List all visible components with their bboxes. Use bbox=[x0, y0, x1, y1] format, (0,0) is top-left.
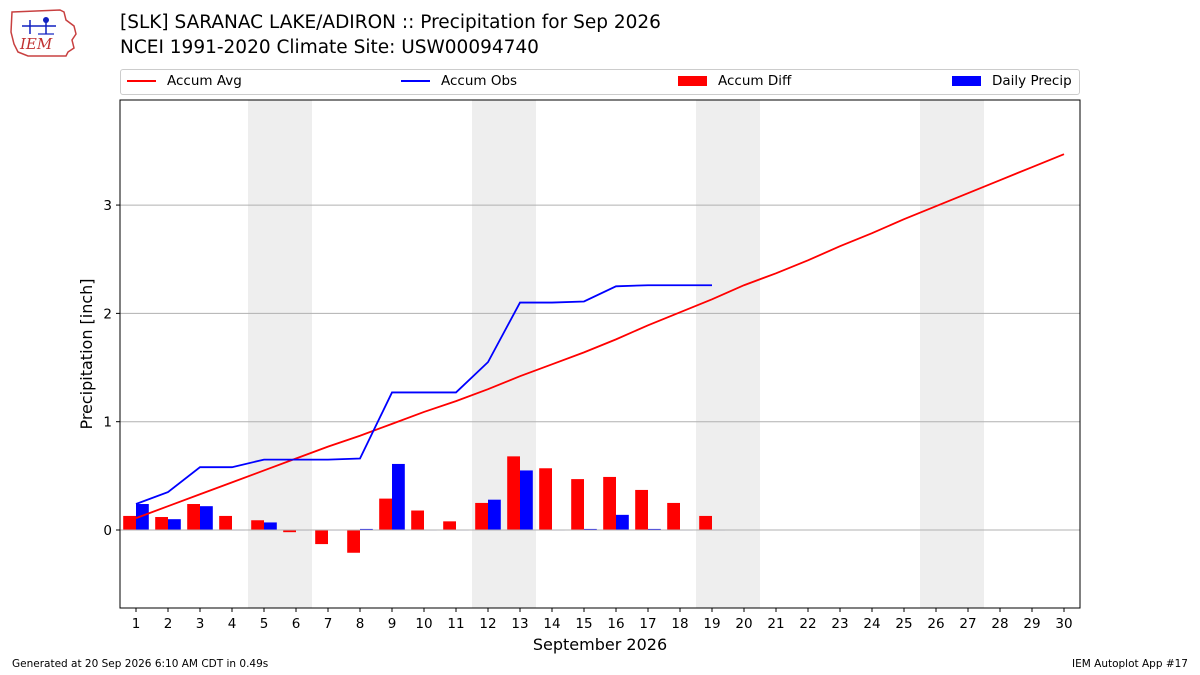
weekend-band bbox=[920, 100, 984, 608]
x-axis-label: September 2026 bbox=[533, 635, 667, 654]
iowa-outline-shape bbox=[10, 9, 77, 57]
x-tick-label: 27 bbox=[959, 616, 976, 632]
x-tick-label: 3 bbox=[196, 616, 205, 632]
y-tick-label: 0 bbox=[103, 523, 112, 539]
y-tick-label: 3 bbox=[103, 198, 112, 214]
weekend-band bbox=[472, 100, 536, 608]
legend-item-accum-obs: Accum Obs bbox=[401, 73, 517, 89]
accum-diff-bar bbox=[155, 517, 168, 531]
x-tick-label: 5 bbox=[260, 616, 269, 632]
x-tick-label: 6 bbox=[292, 616, 301, 632]
y-axis-label: Precipitation [inch] bbox=[77, 278, 96, 429]
x-tick-label: 12 bbox=[479, 616, 496, 632]
daily-precip-bar bbox=[616, 514, 629, 531]
logo-text: IEM bbox=[19, 35, 53, 53]
accum-diff-bar bbox=[219, 515, 232, 531]
accum-diff-bar bbox=[539, 468, 552, 531]
accum-diff-bar bbox=[667, 502, 680, 531]
x-tick-label: 16 bbox=[607, 616, 624, 632]
accum-diff-bar bbox=[443, 521, 456, 531]
daily-precip-bar bbox=[168, 519, 181, 531]
x-tick-label: 19 bbox=[703, 616, 720, 632]
legend-label-accum-obs: Accum Obs bbox=[441, 73, 518, 89]
daily-precip-bar bbox=[520, 470, 533, 531]
generated-timestamp: Generated at 20 Sep 2026 6:10 AM CDT in … bbox=[12, 658, 269, 670]
legend-label-daily-precip: Daily Precip bbox=[992, 73, 1072, 89]
accum-diff-bar bbox=[315, 530, 328, 545]
accum-diff-bar bbox=[123, 515, 136, 531]
x-tick-label: 14 bbox=[543, 616, 560, 632]
x-tick-label: 29 bbox=[1023, 616, 1040, 632]
app-label: IEM Autoplot App #17 bbox=[1072, 658, 1188, 670]
accum-obs-line bbox=[135, 284, 712, 505]
x-tick-label: 7 bbox=[324, 616, 333, 632]
x-tick-label: 24 bbox=[863, 616, 880, 632]
iem-logo: IEM bbox=[10, 9, 77, 57]
x-tick-label: 20 bbox=[735, 616, 752, 632]
accum-diff-bar bbox=[347, 530, 360, 553]
accum-diff-bar bbox=[379, 498, 392, 531]
x-tick-label: 21 bbox=[767, 616, 784, 632]
x-tick-label: 4 bbox=[228, 616, 237, 632]
x-tick-label: 18 bbox=[671, 616, 688, 632]
legend-item-accum-diff: Accum Diff bbox=[678, 73, 791, 89]
accum-diff-bar bbox=[635, 489, 648, 531]
y-tick-label: 2 bbox=[103, 306, 112, 322]
accum-diff-bar bbox=[603, 476, 616, 531]
daily-precip-bar bbox=[584, 528, 597, 531]
legend-label-accum-avg: Accum Avg bbox=[167, 73, 242, 89]
daily-precip-bar bbox=[200, 506, 213, 531]
daily-precip-bar bbox=[360, 528, 373, 531]
x-tick-label: 8 bbox=[356, 616, 365, 632]
weekend-band bbox=[248, 100, 312, 608]
accum-avg-line bbox=[135, 153, 1065, 519]
daily-precip-bar bbox=[264, 522, 277, 531]
chart-title: [SLK] SARANAC LAKE/ADIRON :: Precipitati… bbox=[120, 12, 661, 33]
x-tick-label: 15 bbox=[575, 616, 592, 632]
x-tick-label: 11 bbox=[447, 616, 464, 632]
legend-swatch-accum-diff bbox=[678, 76, 707, 86]
daily-precip-bar bbox=[392, 463, 405, 531]
plot-frame bbox=[119, 99, 1081, 609]
y-tick-label: 1 bbox=[103, 415, 112, 431]
x-tick-label: 30 bbox=[1055, 616, 1072, 632]
accum-diff-bar bbox=[187, 504, 200, 531]
accum-diff-bar bbox=[411, 510, 424, 531]
daily-precip-bar bbox=[488, 499, 501, 531]
accum-diff-bar bbox=[251, 520, 264, 531]
x-tick-label: 22 bbox=[799, 616, 816, 632]
x-tick-label: 13 bbox=[511, 616, 528, 632]
x-tick-label: 17 bbox=[639, 616, 656, 632]
daily-precip-bar bbox=[648, 528, 661, 531]
daily-precip-bar bbox=[136, 504, 149, 531]
accum-diff-bar bbox=[507, 456, 520, 531]
legend-swatch-accum-obs bbox=[401, 80, 430, 82]
legend-swatch-accum-avg bbox=[127, 80, 156, 82]
x-tick-label: 2 bbox=[164, 616, 173, 632]
legend: Accum Avg Accum Obs Accum Diff Daily Pre… bbox=[120, 69, 1080, 95]
accum-diff-bar bbox=[699, 515, 712, 531]
x-tick-label: 10 bbox=[415, 616, 432, 632]
chart-subtitle: NCEI 1991-2020 Climate Site: USW00094740 bbox=[120, 37, 539, 58]
legend-item-accum-avg: Accum Avg bbox=[127, 73, 242, 89]
accum-diff-bar bbox=[475, 502, 488, 531]
legend-label-accum-diff: Accum Diff bbox=[718, 73, 792, 89]
legend-item-daily-precip: Daily Precip bbox=[952, 73, 1072, 89]
x-tick-label: 1 bbox=[132, 616, 141, 632]
x-tick-label: 25 bbox=[895, 616, 912, 632]
x-tick-label: 23 bbox=[831, 616, 848, 632]
x-tick-label: 9 bbox=[388, 616, 397, 632]
x-tick-label: 26 bbox=[927, 616, 944, 632]
weekend-band bbox=[696, 100, 760, 608]
accum-diff-bar bbox=[283, 530, 296, 533]
x-tick-label: 28 bbox=[991, 616, 1008, 632]
accum-diff-bar bbox=[571, 479, 584, 531]
legend-swatch-daily-precip bbox=[952, 76, 981, 86]
